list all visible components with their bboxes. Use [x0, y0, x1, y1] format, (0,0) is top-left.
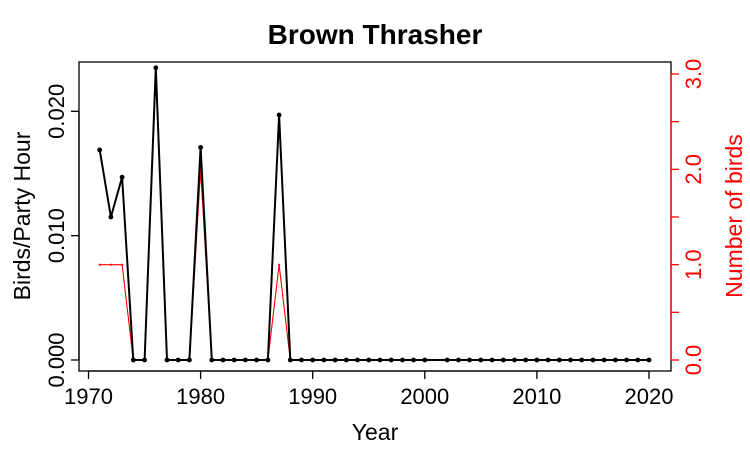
data-point-birds-per-party-hour — [500, 357, 506, 363]
data-point-birds-per-party-hour — [422, 357, 428, 363]
data-point-birds-per-party-hour — [489, 357, 495, 363]
data-point-birds-per-party-hour — [231, 357, 237, 363]
data-point-birds-per-party-hour — [97, 147, 103, 153]
y-tick-label: 0.020 — [44, 84, 69, 139]
data-point-birds-per-party-hour — [635, 357, 641, 363]
y2-tick-label: 0.0 — [681, 345, 706, 376]
data-point-birds-per-party-hour — [377, 357, 383, 363]
data-point-birds-per-party-hour — [590, 357, 596, 363]
series-birds-per-party-hour — [97, 65, 652, 363]
chart-title: Brown Thrasher — [268, 19, 483, 50]
data-point-birds-per-party-hour — [613, 357, 618, 363]
data-point-birds-per-party-hour — [187, 357, 192, 363]
x-tick-label: 1970 — [64, 384, 113, 409]
data-point-birds-per-party-hour — [388, 357, 394, 363]
series-line-birds-per-party-hour — [98, 66, 649, 361]
x-tick-label: 2020 — [625, 384, 674, 409]
data-point-birds-per-party-hour — [343, 357, 349, 363]
y-axis-right: 0.0 1.0 2.0 3.0 — [670, 59, 706, 376]
data-point-birds-per-party-hour — [243, 357, 248, 363]
data-point-birds-per-party-hour — [332, 357, 338, 363]
data-point-birds-per-party-hour — [254, 357, 259, 363]
data-point-birds-per-party-hour — [164, 357, 170, 363]
data-point-birds-per-party-hour — [175, 357, 181, 363]
x-axis-label: Year — [352, 419, 399, 445]
data-point-birds-per-party-hour — [456, 357, 461, 363]
data-point-birds-per-party-hour — [523, 357, 529, 363]
data-point-birds-per-party-hour — [299, 357, 304, 363]
data-point-number-of-birds — [109, 263, 112, 266]
data-point-birds-per-party-hour — [220, 357, 226, 363]
data-point-birds-per-party-hour — [119, 174, 125, 180]
data-point-birds-per-party-hour — [366, 357, 372, 363]
data-point-birds-per-party-hour — [411, 357, 416, 363]
y-tick-label: 0.010 — [44, 208, 69, 263]
y2-tick-label: 3.0 — [681, 59, 706, 90]
data-point-birds-per-party-hour — [579, 357, 585, 363]
data-point-birds-per-party-hour — [153, 65, 159, 71]
series-line-number-of-birds — [99, 73, 649, 361]
y2-tick-label: 2.0 — [681, 154, 706, 185]
data-point-birds-per-party-hour — [142, 357, 148, 363]
data-point-birds-per-party-hour — [545, 357, 551, 363]
y-axis-label: Birds/Party Hour — [9, 131, 35, 300]
plot-frame — [78, 61, 672, 372]
x-tick-label: 1980 — [176, 384, 225, 409]
data-point-number-of-birds — [278, 263, 281, 266]
data-point-birds-per-party-hour — [478, 357, 484, 363]
data-point-birds-per-party-hour — [321, 357, 327, 363]
data-point-birds-per-party-hour — [624, 357, 629, 363]
data-point-birds-per-party-hour — [646, 357, 652, 363]
data-point-birds-per-party-hour — [400, 357, 405, 363]
data-point-birds-per-party-hour — [130, 357, 136, 363]
data-point-birds-per-party-hour — [108, 214, 114, 220]
data-point-birds-per-party-hour — [287, 357, 293, 363]
data-point-birds-per-party-hour — [467, 357, 472, 363]
data-point-birds-per-party-hour — [601, 357, 607, 363]
data-point-birds-per-party-hour — [534, 357, 540, 363]
y2-tick-label: 1.0 — [681, 249, 706, 280]
data-point-birds-per-party-hour — [265, 357, 271, 363]
data-point-birds-per-party-hour — [568, 357, 573, 363]
data-point-birds-per-party-hour — [209, 357, 215, 363]
y2-axis-label: Number of birds — [721, 134, 747, 298]
y-axis-left: 0.000 0.010 0.020 — [44, 84, 80, 388]
y-tick-label: 0.000 — [44, 332, 69, 387]
data-point-birds-per-party-hour — [276, 112, 282, 118]
data-point-birds-per-party-hour — [512, 357, 517, 363]
data-point-birds-per-party-hour — [310, 357, 316, 363]
x-axis: 1970 1980 1990 2000 2010 2020 — [64, 370, 674, 409]
x-tick-label: 1990 — [288, 384, 337, 409]
data-point-birds-per-party-hour — [355, 357, 360, 363]
data-point-birds-per-party-hour — [444, 357, 450, 363]
data-point-birds-per-party-hour — [556, 357, 562, 363]
data-point-birds-per-party-hour — [198, 145, 204, 150]
data-point-number-of-birds — [121, 263, 124, 266]
data-point-number-of-birds — [98, 263, 101, 266]
series-number-of-birds — [98, 72, 651, 362]
x-tick-label: 2010 — [512, 384, 561, 409]
x-tick-label: 2000 — [400, 384, 449, 409]
